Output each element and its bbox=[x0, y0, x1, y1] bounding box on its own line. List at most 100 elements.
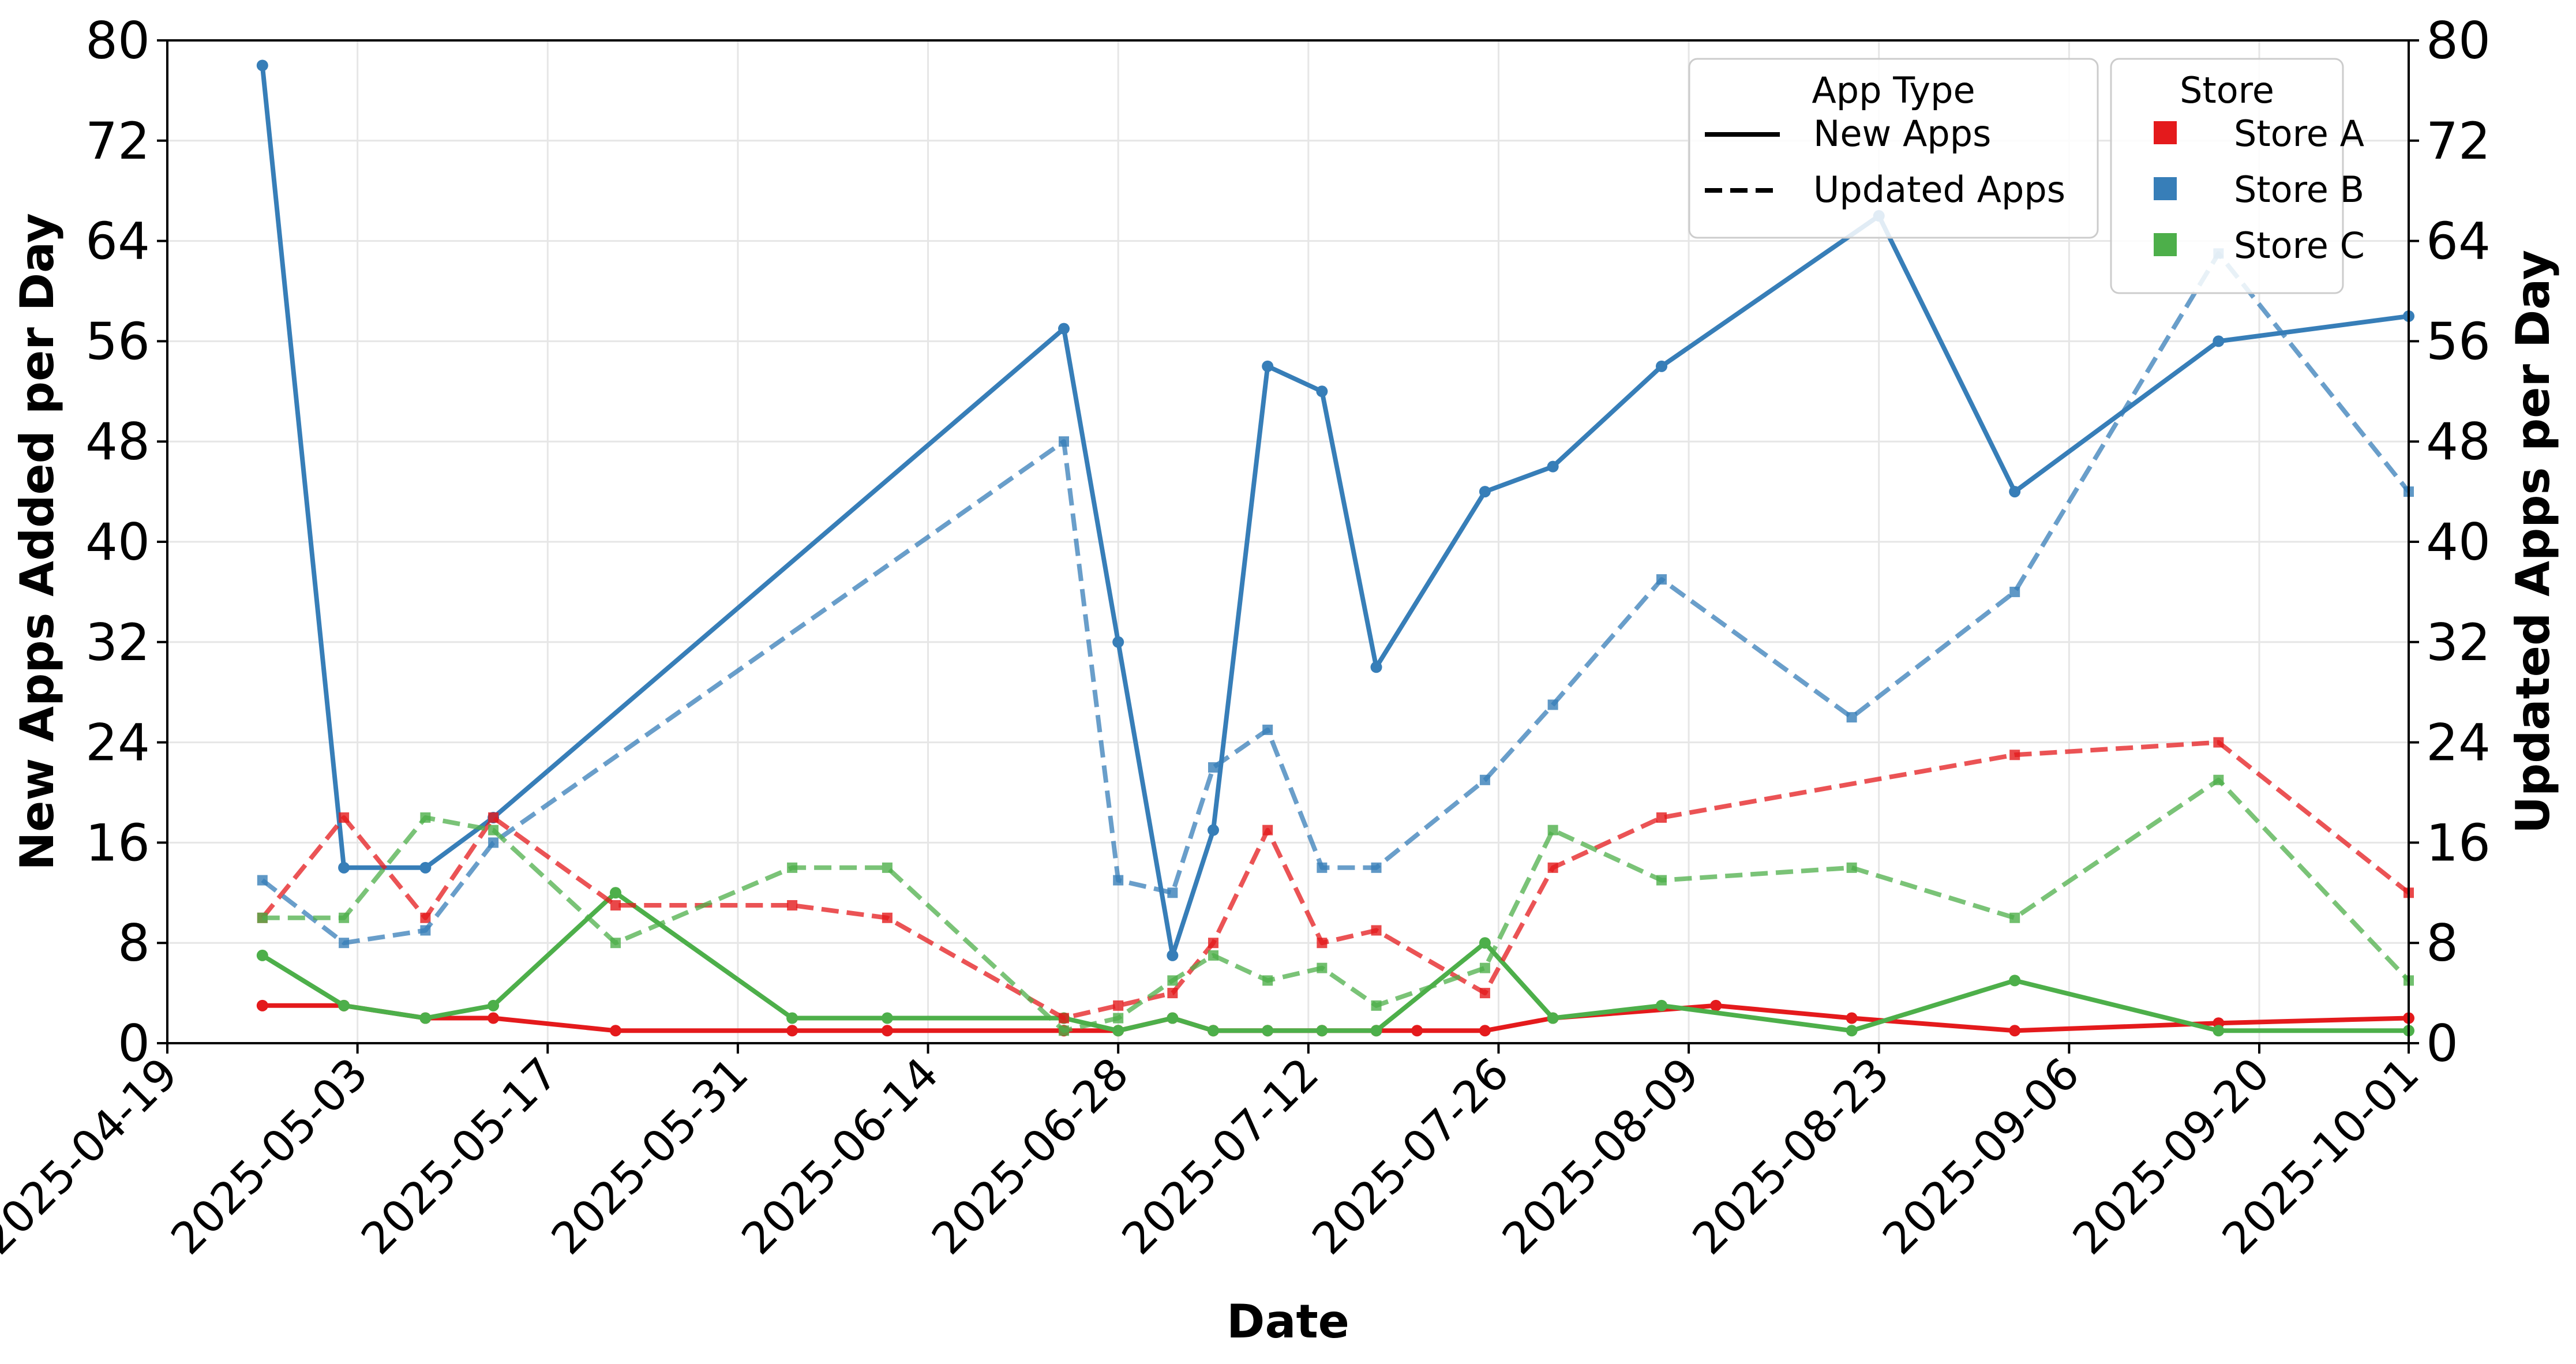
y-right-tick-label: 72 bbox=[2426, 111, 2491, 171]
data-point bbox=[339, 812, 350, 823]
data-point bbox=[2009, 975, 2021, 987]
legend-entry-label: Store A bbox=[2234, 113, 2364, 155]
y-right-tick-label: 40 bbox=[2426, 512, 2491, 572]
data-point bbox=[1113, 875, 1124, 886]
series-line bbox=[261, 890, 2409, 1033]
data-point bbox=[257, 912, 268, 923]
data-point bbox=[1846, 862, 1857, 873]
data-point bbox=[1167, 949, 1179, 961]
data-point bbox=[786, 1025, 798, 1037]
data-point bbox=[2213, 737, 2224, 748]
data-point bbox=[1411, 1025, 1423, 1037]
data-point bbox=[2009, 486, 2021, 498]
data-point bbox=[1316, 385, 1328, 398]
data-point bbox=[1167, 1012, 1179, 1024]
legend-color-swatch bbox=[2154, 177, 2177, 200]
data-point bbox=[1208, 1025, 1219, 1037]
data-point bbox=[1547, 862, 1558, 873]
data-point bbox=[1262, 724, 1273, 735]
data-point bbox=[2213, 774, 2224, 785]
data-point bbox=[1208, 938, 1218, 949]
data-point bbox=[1317, 962, 1328, 973]
data-point bbox=[1262, 360, 1274, 372]
y-left-tick-label: 0 bbox=[118, 1014, 150, 1073]
data-point bbox=[1167, 975, 1178, 986]
data-point bbox=[338, 999, 350, 1011]
data-point bbox=[488, 999, 500, 1011]
data-point bbox=[1656, 812, 1667, 823]
y-left-tick-label: 8 bbox=[118, 913, 150, 973]
x-tick-label: 2025-05-31 bbox=[541, 1048, 758, 1264]
x-tick-label: 2025-06-14 bbox=[732, 1048, 948, 1264]
y-right-tick-label: 32 bbox=[2426, 613, 2491, 672]
data-point bbox=[1479, 962, 1490, 973]
data-point bbox=[420, 812, 431, 823]
data-point bbox=[787, 900, 798, 911]
data-point bbox=[488, 1012, 500, 1024]
data-point bbox=[256, 999, 268, 1011]
x-tick-label: 2025-08-23 bbox=[1682, 1048, 1899, 1264]
y-right-tick-label: 0 bbox=[2426, 1014, 2458, 1073]
y-right-axis-label: Updated Apps per Day bbox=[2506, 250, 2560, 834]
data-point bbox=[488, 825, 499, 835]
data-point bbox=[1479, 988, 1490, 999]
data-point bbox=[1547, 1012, 1559, 1024]
data-point bbox=[1547, 825, 1558, 835]
y-right-tick-label: 24 bbox=[2426, 713, 2491, 773]
series-line bbox=[262, 1003, 2409, 1033]
data-point bbox=[256, 59, 268, 72]
data-point bbox=[1113, 1000, 1124, 1011]
data-point bbox=[1112, 636, 1124, 648]
data-point bbox=[881, 1012, 893, 1024]
data-point bbox=[1846, 1025, 1858, 1037]
data-point bbox=[1479, 937, 1491, 949]
data-point bbox=[1710, 999, 1722, 1011]
x-tick-label: 2025-05-17 bbox=[351, 1048, 568, 1264]
data-point bbox=[419, 1012, 432, 1024]
data-point bbox=[1547, 699, 1558, 710]
y-left-tick-label: 16 bbox=[85, 813, 150, 872]
data-point bbox=[1059, 1025, 1069, 1036]
data-point bbox=[882, 862, 893, 873]
data-point bbox=[257, 875, 268, 886]
y-left-tick-label: 80 bbox=[85, 11, 150, 70]
x-axis-label: Date bbox=[1227, 1295, 1349, 1348]
data-point bbox=[2009, 750, 2020, 760]
y-right-tick-label: 56 bbox=[2426, 312, 2491, 371]
data-point bbox=[610, 938, 621, 949]
legend-app-type-box bbox=[1688, 58, 2099, 239]
data-point bbox=[1112, 1025, 1124, 1037]
data-point bbox=[1317, 938, 1328, 949]
series-updated-store-c bbox=[257, 774, 2414, 1036]
data-point bbox=[1371, 862, 1382, 873]
y-left-tick-label: 24 bbox=[85, 713, 150, 773]
data-point bbox=[1370, 1025, 1382, 1037]
legend-color-swatch bbox=[2154, 233, 2177, 256]
x-tick-label: 2025-05-03 bbox=[161, 1048, 377, 1264]
data-point bbox=[2213, 335, 2225, 347]
data-point bbox=[610, 1025, 621, 1037]
data-point bbox=[1167, 988, 1178, 999]
data-point bbox=[2213, 1025, 2225, 1037]
series-line bbox=[261, 251, 2411, 946]
data-point bbox=[2009, 912, 2020, 923]
data-point bbox=[786, 1012, 798, 1024]
data-point bbox=[339, 938, 350, 949]
x-tick-label: 2025-06-28 bbox=[922, 1048, 1138, 1264]
data-point bbox=[610, 887, 621, 899]
data-point bbox=[2009, 586, 2020, 597]
data-point bbox=[338, 861, 350, 874]
x-tick-label: 2025-08-09 bbox=[1493, 1048, 1709, 1264]
data-point bbox=[1547, 460, 1559, 473]
data-point bbox=[881, 1025, 893, 1037]
data-point bbox=[1846, 1012, 1858, 1024]
data-point bbox=[1846, 712, 1857, 723]
y-right-tick-label: 64 bbox=[2426, 212, 2491, 271]
data-point bbox=[1059, 1013, 1069, 1024]
y-left-tick-label: 32 bbox=[85, 613, 150, 672]
y-left-tick-label: 40 bbox=[85, 512, 150, 572]
data-point bbox=[610, 900, 621, 911]
data-point bbox=[1059, 436, 1069, 447]
data-point bbox=[1316, 1025, 1328, 1037]
series-updated-store-a bbox=[257, 737, 2414, 1024]
